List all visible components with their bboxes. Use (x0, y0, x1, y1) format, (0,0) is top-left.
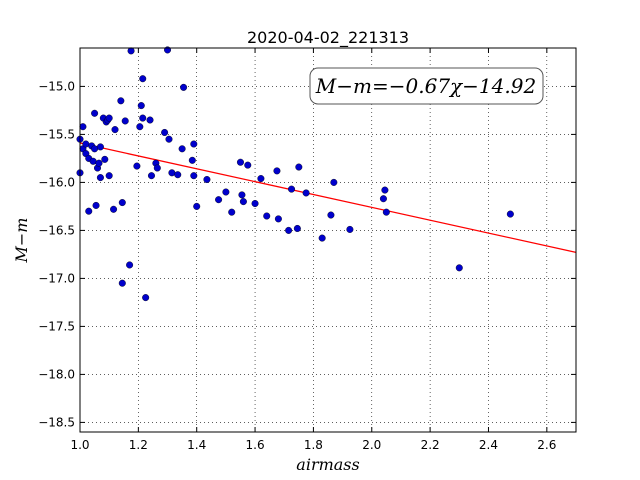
data-point (257, 175, 265, 183)
data-point (330, 178, 338, 186)
data-point (105, 114, 113, 122)
data-point (133, 162, 141, 170)
data-point (228, 208, 236, 216)
data-point (244, 161, 252, 169)
y-tick-label: −16.0 (38, 175, 75, 189)
data-point (95, 159, 103, 167)
data-point (92, 201, 100, 209)
data-point (251, 200, 259, 208)
data-point (274, 215, 282, 223)
data-point (285, 226, 293, 234)
data-point (105, 172, 113, 180)
data-point (318, 234, 326, 242)
y-tick-label: −18.0 (38, 367, 75, 381)
data-point (139, 114, 147, 122)
data-point (91, 145, 99, 153)
x-tick-label: 2.4 (479, 438, 498, 452)
y-tick-labels: −15.0 −15.5 −16.0 −16.5 −17.0 −17.5 −18.0 −18.5 (38, 79, 75, 429)
data-point (188, 156, 196, 164)
x-tick-label: 2.2 (421, 438, 440, 452)
data-points (76, 46, 514, 302)
axis-ticks (79, 48, 576, 432)
x-tick-label: 1.0 (70, 438, 89, 452)
data-point (136, 123, 144, 131)
data-point (117, 97, 125, 105)
data-point (381, 186, 389, 194)
x-tick-label: 1.2 (129, 438, 148, 452)
data-point (79, 123, 87, 131)
data-point (327, 211, 335, 219)
y-tick-label: −15.0 (38, 79, 75, 93)
annotation-text: M−m=−0.67χ−14.92 (315, 74, 536, 98)
data-point (178, 145, 186, 153)
data-point (110, 205, 118, 213)
data-point (222, 188, 230, 196)
x-tick-label: 2.6 (537, 438, 556, 452)
y-tick-label: −15.5 (38, 127, 75, 141)
data-point (96, 174, 104, 182)
data-point (302, 189, 310, 197)
data-point (101, 155, 109, 163)
data-point (165, 135, 173, 143)
data-point (146, 116, 154, 124)
equation-annotation: M−m=−0.67χ−14.92 (309, 67, 544, 105)
data-point (455, 264, 463, 272)
data-point (91, 109, 99, 117)
data-point (137, 102, 145, 110)
data-point (379, 195, 387, 203)
x-tick-label: 1.6 (246, 438, 265, 452)
data-point (127, 47, 135, 55)
data-point (236, 158, 244, 166)
data-point (346, 225, 354, 233)
x-tick-label: 1.4 (187, 438, 206, 452)
y-axis-label: M−m (12, 218, 31, 264)
fit-line (79, 142, 577, 254)
data-point (168, 169, 176, 177)
data-point (293, 224, 301, 232)
data-point (85, 207, 93, 215)
x-tick-labels: 1.0 1.2 1.4 1.6 1.8 2.0 2.2 2.4 2.6 (70, 438, 556, 452)
plot-frame (79, 47, 577, 433)
data-point (118, 279, 126, 287)
y-tick-label: −16.5 (38, 223, 75, 237)
data-point (153, 164, 161, 172)
data-point (295, 163, 303, 171)
data-point (238, 191, 246, 199)
data-point (118, 199, 126, 207)
data-point (96, 143, 104, 151)
data-point (89, 157, 97, 165)
data-point (203, 176, 211, 184)
data-point (382, 208, 390, 216)
data-point (111, 126, 119, 134)
chart-title: 2020-04-02_221313 (247, 28, 409, 48)
data-point (139, 75, 147, 83)
data-point (506, 210, 514, 218)
data-point (147, 172, 155, 180)
data-point (142, 294, 150, 302)
x-tick-label: 2.0 (362, 438, 381, 452)
data-point (263, 212, 271, 220)
data-point (121, 117, 129, 125)
data-point (180, 83, 188, 91)
y-tick-label: −18.5 (38, 415, 75, 429)
data-point (273, 167, 281, 175)
data-point (161, 128, 169, 136)
x-tick-label: 1.8 (304, 438, 323, 452)
data-point (126, 261, 134, 269)
y-tick-label: −17.0 (38, 271, 75, 285)
grid-lines (79, 48, 576, 432)
data-point (288, 185, 296, 193)
data-point (193, 202, 201, 210)
data-point (82, 140, 90, 148)
y-tick-label: −17.5 (38, 319, 75, 333)
fit-line-group (79, 142, 577, 254)
data-point (174, 171, 182, 179)
x-axis-label: airmass (296, 455, 359, 474)
annotation-box (309, 67, 544, 105)
data-point (215, 196, 223, 204)
data-point (190, 140, 198, 148)
data-point (190, 172, 198, 180)
data-point (239, 198, 247, 206)
